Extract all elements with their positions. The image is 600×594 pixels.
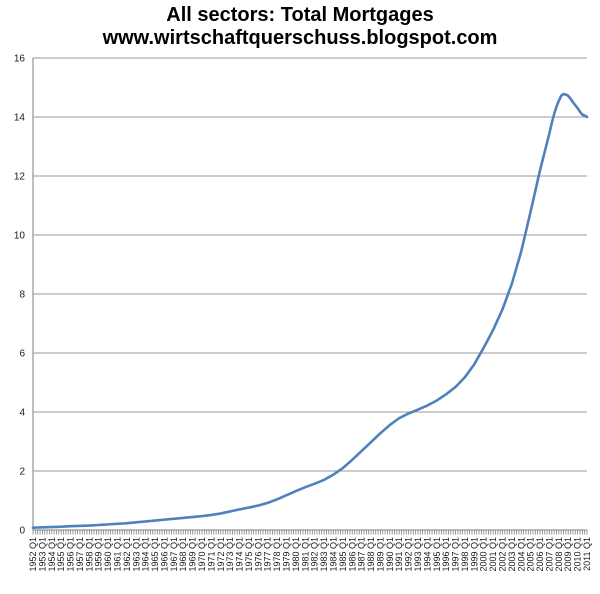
x-axis-label: 1990 Q1 [385,537,395,572]
x-axis-label: 1986 Q1 [347,537,357,572]
x-axis-label: 1996 Q1 [441,537,451,572]
y-axis-label: 0 [19,526,25,537]
x-axis-label: 1993 Q1 [413,537,423,572]
x-axis-label: 1954 Q1 [47,537,57,572]
y-axis-label: 2 [19,467,25,478]
x-axis-label: 2007 Q1 [544,537,554,572]
x-axis-label: 2005 Q1 [526,537,536,572]
x-axis-label: 1977 Q1 [263,537,273,572]
x-axis-label: 1974 Q1 [235,537,245,572]
x-axis-label: 2003 Q1 [507,537,517,572]
x-axis-label: 1970 Q1 [197,537,207,572]
x-axis-label: 1983 Q1 [319,537,329,572]
x-axis-label: 1955 Q1 [56,537,66,572]
x-axis-label: 1971 Q1 [206,537,216,572]
y-axis-label: 12 [14,172,26,183]
x-axis-label: 1963 Q1 [131,537,141,572]
x-axis-label: 1964 Q1 [141,537,151,572]
x-axis-label: 1998 Q1 [460,537,470,572]
x-axis-label: 1969 Q1 [188,537,198,572]
x-axis-label: 2008 Q1 [554,537,564,572]
x-axis-label: 1966 Q1 [159,537,169,572]
x-axis-label: 1989 Q1 [375,537,385,572]
x-axis-label: 1992 Q1 [404,537,414,572]
x-axis-label: 1975 Q1 [244,537,254,572]
x-axis-label: 1967 Q1 [169,537,179,572]
x-axis-label: 2006 Q1 [535,537,545,572]
chart-subtitle-url: www.wirtschaftquerschuss.blogspot.com [102,27,498,49]
y-axis-label: 14 [14,113,26,124]
x-axis-label: 1960 Q1 [103,537,113,572]
x-axis-label: 1956 Q1 [66,537,76,572]
x-axis-label: 1976 Q1 [253,537,263,572]
x-axis-label: 1961 Q1 [113,537,123,572]
x-axis-label: 1985 Q1 [338,537,348,572]
x-axis-label: 2004 Q1 [516,537,526,572]
x-axis-label: 1968 Q1 [178,537,188,572]
x-axis-label: 1982 Q1 [310,537,320,572]
x-axis-label: 2000 Q1 [479,537,489,572]
x-axis-label: 1988 Q1 [366,537,376,572]
y-axis-label: 10 [14,231,26,242]
y-axis-label: 6 [19,349,25,360]
x-axis-label: 2010 Q1 [573,537,583,572]
x-axis-label: 2009 Q1 [563,537,573,572]
chart-title: All sectors: Total Mortgages [166,4,434,26]
x-axis-label: 1958 Q1 [84,537,94,572]
x-axis-label: 1965 Q1 [150,537,160,572]
x-axis-label: 1991 Q1 [394,537,404,572]
y-axis-label: 16 [14,54,26,65]
x-axis-label: 1999 Q1 [469,537,479,572]
chart-title-block: All sectors: Total Mortgages www.wirtsch… [0,4,600,50]
x-axis-label: 1995 Q1 [432,537,442,572]
x-axis-label: 1980 Q1 [291,537,301,572]
x-axis-label: 1972 Q1 [216,537,226,572]
y-axis-label: 8 [19,290,25,301]
x-axis-label: 2011 Q1 [582,537,592,571]
x-axis-label: 2002 Q1 [497,537,507,572]
x-axis-label: 2001 Q1 [488,537,498,572]
x-axis-label: 1984 Q1 [328,537,338,572]
x-axis-label: 1978 Q1 [272,537,282,572]
x-axis-label: 1952 Q1 [28,537,38,572]
x-axis-label: 1997 Q1 [451,537,461,572]
y-axis-label: 4 [19,408,25,419]
x-axis-label: 1953 Q1 [37,537,47,572]
x-axis-label: 1973 Q1 [225,537,235,572]
x-axis-label: 1987 Q1 [357,537,367,572]
x-axis-label: 1979 Q1 [282,537,292,572]
x-axis-label: 1959 Q1 [94,537,104,572]
x-axis-label: 1962 Q1 [122,537,132,572]
x-axis-label: 1981 Q1 [300,537,310,572]
x-axis-label: 1957 Q1 [75,537,85,572]
mortgage-line-series [31,92,589,529]
x-axis-label: 1994 Q1 [422,537,432,572]
